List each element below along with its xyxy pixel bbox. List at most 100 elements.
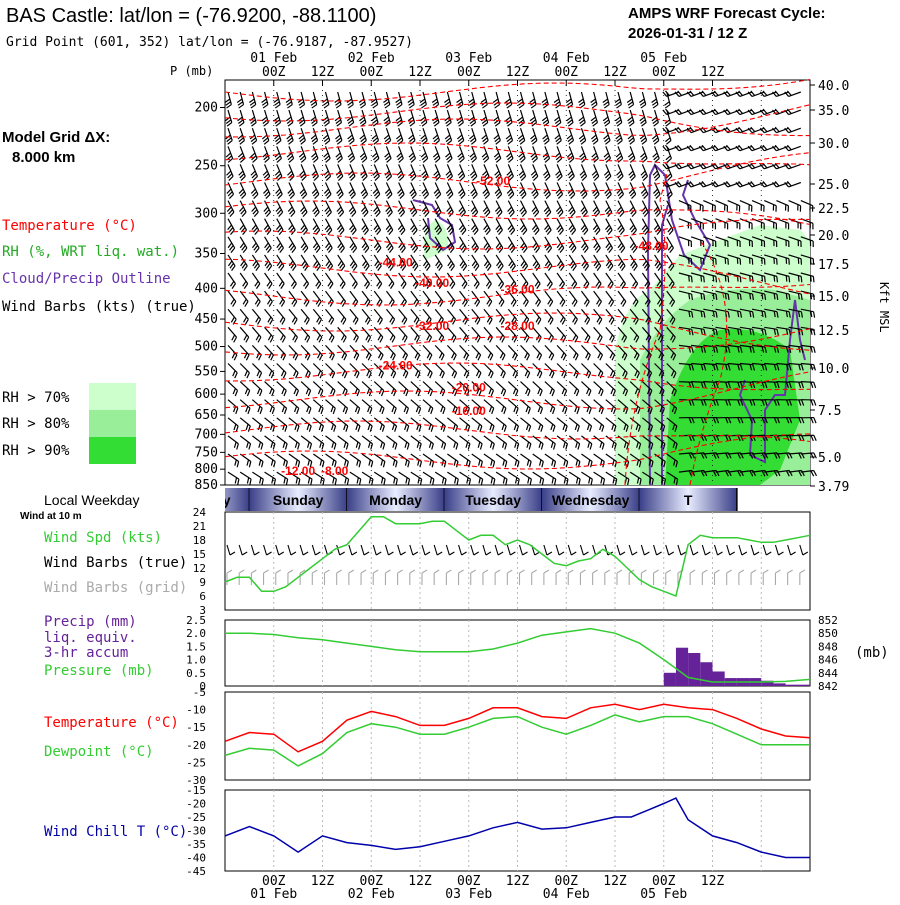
wind-barb-flag [814,400,816,406]
wind-barb-flag [814,312,815,318]
wind-barb-flag [813,294,814,300]
precip-bar [773,683,785,686]
pressure-level-label: 300 [195,206,218,221]
panel-y-tick-label: 12 [193,562,206,575]
weekday-label: T [684,492,693,508]
wind-barb-flag [811,453,814,458]
wind-barb-shaft [752,382,765,383]
wind-barb-flag [704,294,705,300]
wind-barb-flag [801,294,802,300]
panel-right-tick-label: 848 [818,640,838,653]
legend-temperature: Temperature (°C) [2,218,137,234]
panel-right-tick-label: 850 [818,627,838,640]
precip-bar [664,673,676,686]
height-levels: 40.035.030.025.022.520.017.515.012.510.0… [810,79,849,495]
panel-y-tick-label: -25 [186,811,206,824]
pressure-level-label: 250 [195,159,218,174]
pressure-level-label: 450 [195,312,218,327]
legend-rh90: RH > 90% [2,443,70,459]
panel-right-tick-label: 846 [818,654,838,667]
height-level-label: 25.0 [818,178,849,193]
temperature-contour-label: -40.00 [415,276,449,290]
model-title: AMPS WRF Forecast Cycle: [628,5,826,22]
height-level-label: 5.0 [818,451,841,466]
precip-liq-label: liq. equiv. [44,630,137,646]
weekday-label: Wednesday [552,492,630,508]
bottom-date-label: 05 Feb [640,887,687,900]
legend-rh80: RH > 80% [2,416,70,432]
wind-chill-label: Wind Chill T (°C) [44,824,187,840]
panel-y-tick-label: -15 [186,721,206,734]
wind-barb-flag [740,276,741,282]
panel-y-tick-label: -35 [186,838,206,851]
legend-rh: RH (%, WRT liq. wat.) [2,244,179,260]
wind-barb-flag [774,276,775,282]
top-date-label: 02 Feb [348,51,395,66]
bottom-time-tick-label: 12Z [506,874,530,889]
panel-frame [225,692,810,780]
wind-barb-flag [713,293,714,299]
panel-y-tick-label: -30 [186,825,206,838]
grid-spacing-value: 8.000 km [12,149,75,166]
wind-chill-panel: -15-20-25-30-35-40-45 [186,784,810,878]
wind-barb-shaft [801,382,814,383]
top-time-tick-label: 00Z [360,65,384,80]
pressure-level-label: 850 [195,478,218,493]
weekday-caption: Local Weekday [44,492,139,508]
wind-barb-shaft [716,382,729,383]
panel-right-tick-label: 842 [818,680,838,693]
panel-y-tick-label: -5 [193,686,206,699]
wind-barbs-true-label: Wind Barbs (true) [44,555,187,571]
bottom-time-tick-label: 12Z [311,874,335,889]
panel-y-tick-label: 2.5 [186,614,206,627]
weekday-label: Tuesday [465,492,521,508]
panel-y-tick-label: -20 [186,739,206,752]
wind-barb-flag [691,276,692,282]
pressure-level-label: 500 [195,340,218,355]
wind-barb-flag [801,276,802,282]
panel-y-tick-label: -25 [186,756,206,769]
bottom-time-tick-label: 12Z [408,874,432,889]
top-date-label: 03 Feb [445,51,492,66]
panel-y-tick-label: 1.0 [186,654,206,667]
temperature-contour-label: -52.00 [476,174,510,188]
wind-barb-flag [765,294,766,300]
panel-right-tick-label: 852 [818,614,838,627]
height-level-label: 10.0 [818,362,849,377]
bottom-time-tick-label: 12Z [701,874,725,889]
wind-speed-label: Wind Spd (kts) [44,530,162,546]
top-time-tick-label: 12Z [603,65,627,80]
panel-y-tick-label: -15 [186,784,206,797]
wind-barb-flag [777,294,778,300]
wind-barb-flag [811,435,813,440]
height-level-label: 15.0 [818,290,849,305]
wind-barb-flag [701,293,702,299]
pressure-level-label: 750 [195,445,218,460]
panel-y-tick-label: 1.5 [186,640,206,653]
height-level-label: 3.79 [818,480,849,495]
wind-barbs-grid-label: Wind Barbs (grid) [44,580,187,596]
pressure-level-label: 400 [195,281,218,296]
height-level-label: 30.0 [818,137,849,152]
grid-point: Grid Point (601, 352) lat/lon = (-76.918… [6,35,413,50]
legend-cloud: Cloud/Precip Outline [2,271,171,287]
pressure-level-label: 650 [195,408,218,423]
top-time-tick-label: 00Z [262,65,286,80]
wind-barb-flag [762,276,763,282]
wind-barb-flag [789,276,790,282]
wind-barb-flag [799,293,800,299]
precip-accum-label: 3-hr accum [44,645,128,661]
pressure-level-label: 350 [195,246,218,261]
wind-barb-flag [811,471,814,476]
bottom-date-label: 03 Feb [445,887,492,900]
panel-y-tick-label: 18 [193,534,206,547]
wind-height-caption: Wind at 10 m [20,511,82,522]
dewpoint-label: Dewpoint (°C) [44,744,154,760]
wind-barb-flag [689,276,690,282]
panel-y-tick-label: -20 [186,798,206,811]
wind-barb-flag [789,294,790,300]
